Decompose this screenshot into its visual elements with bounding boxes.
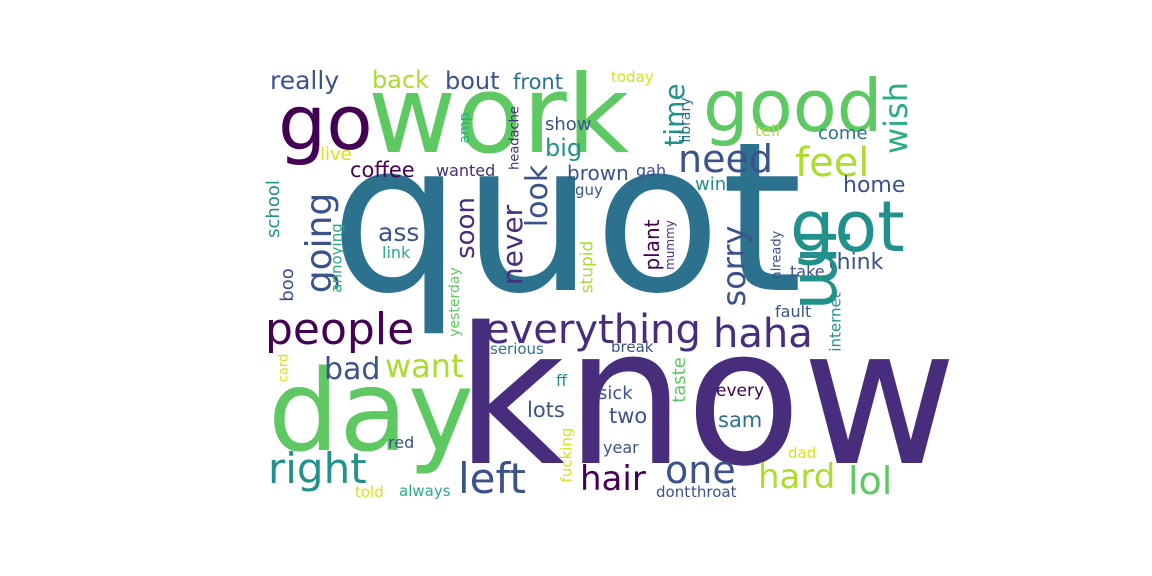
- word-every: every: [716, 381, 765, 401]
- word-guy: guy: [575, 181, 603, 199]
- word-yesterday: yesterday: [447, 267, 463, 337]
- word-tell: tell: [755, 121, 781, 140]
- word-boo: boo: [277, 268, 298, 302]
- word-dont: dont: [656, 483, 691, 501]
- word-taste: taste: [669, 357, 690, 403]
- word-know: know: [455, 287, 958, 508]
- word-today: today: [611, 68, 654, 86]
- word-lots: lots: [527, 398, 565, 422]
- word-big: big: [545, 134, 583, 162]
- word-always: always: [399, 482, 451, 500]
- word-break: break: [611, 338, 654, 356]
- word-headache: headache: [507, 106, 523, 170]
- word-go: go: [278, 78, 373, 167]
- word-quot: quot: [330, 98, 803, 340]
- word-internet: internet: [826, 292, 845, 352]
- word-day: day: [268, 347, 475, 477]
- word-left: left: [458, 454, 527, 503]
- word-library: library: [678, 97, 694, 143]
- word-hard: hard: [758, 457, 836, 497]
- word-stupid: stupid: [577, 240, 598, 294]
- word-want: want: [385, 347, 464, 385]
- word-never: never: [496, 204, 529, 286]
- word-really: really: [270, 66, 340, 95]
- word-already: already: [769, 230, 785, 280]
- word-come: come: [818, 123, 868, 144]
- word-need: need: [678, 137, 773, 181]
- word-year: year: [603, 438, 639, 457]
- word-annoying: annoying: [327, 223, 346, 293]
- word-fucking: fucking: [557, 427, 576, 483]
- word-home: home: [843, 173, 906, 198]
- word-hair: hair: [580, 459, 646, 499]
- word-dad: dad: [788, 444, 817, 462]
- word-sick: sick: [598, 383, 633, 404]
- word-plant: plant: [640, 219, 664, 271]
- word-wanted: wanted: [436, 161, 496, 180]
- word-win: win: [695, 174, 727, 195]
- word-gah: gah: [636, 161, 667, 180]
- word-got: got: [790, 186, 905, 268]
- word-lol: lol: [848, 459, 893, 503]
- word-coffee: coffee: [350, 158, 415, 182]
- word-wish: wish: [877, 81, 915, 155]
- word-work: work: [368, 53, 630, 178]
- word-told: told: [355, 483, 384, 501]
- word-sam: sam: [718, 408, 763, 432]
- word-bad: bad: [324, 352, 381, 387]
- word-think: think: [828, 250, 884, 275]
- word-front: front: [513, 70, 563, 94]
- word-one: one: [665, 448, 736, 492]
- word-right: right: [268, 444, 367, 493]
- word-ass: ass: [378, 218, 420, 247]
- word-amp: amp: [457, 112, 473, 144]
- word-take: take: [790, 262, 825, 281]
- word-red: red: [388, 433, 415, 452]
- word-good: good: [703, 64, 883, 148]
- word-link: link: [382, 243, 411, 262]
- word-serious: serious: [490, 340, 544, 358]
- word-show: show: [545, 114, 592, 135]
- word-everything: everything: [485, 307, 701, 353]
- word-bout: bout: [445, 67, 500, 95]
- word-soon: soon: [451, 197, 481, 259]
- word-throat: throat: [691, 483, 737, 501]
- word-ff: ff: [556, 371, 568, 390]
- word-sorry: sorry: [715, 225, 753, 307]
- word-back: back: [372, 66, 430, 94]
- word-haha: haha: [713, 311, 813, 357]
- word-people: people: [265, 304, 415, 355]
- word-two: two: [609, 404, 648, 428]
- word-brown: brown: [567, 161, 629, 185]
- word-im: im: [784, 227, 861, 311]
- word-mummy: mummy: [663, 220, 677, 270]
- word-live: live: [320, 144, 352, 165]
- word-school: school: [263, 180, 284, 238]
- word-card: card: [276, 353, 292, 383]
- word-feel: feel: [795, 140, 870, 186]
- word-fault: fault: [775, 302, 812, 321]
